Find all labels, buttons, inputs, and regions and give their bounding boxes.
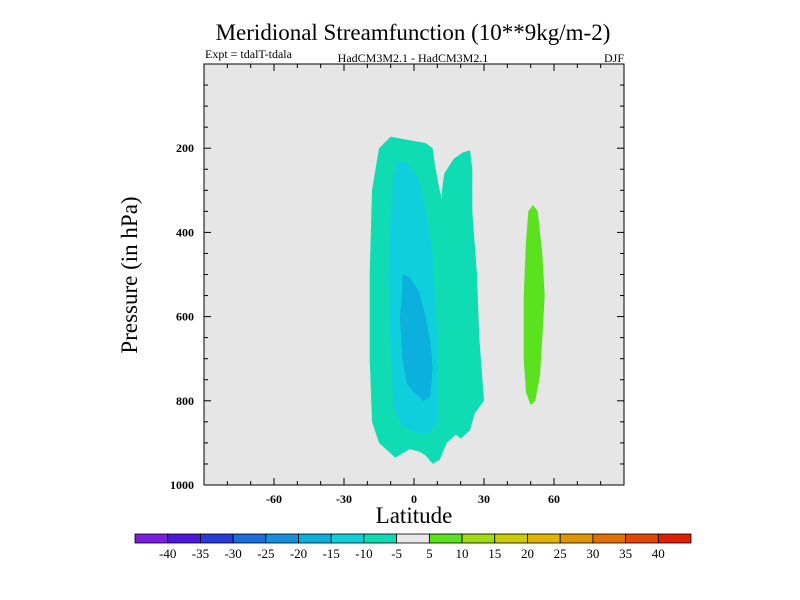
y-axis-label: Pressure (in hPa) [117,196,142,353]
colorbar-label: 5 [426,546,433,561]
x-tick-label: -60 [266,492,282,506]
contour-region-2 [400,274,433,401]
colorbar-label: -5 [391,546,402,561]
colorbar-label: -40 [159,546,176,561]
colorbar-label: -20 [290,546,307,561]
colorbar-swatch [265,533,299,544]
colorbar-swatch [625,533,659,544]
colorbar-swatch [298,533,332,544]
colorbar-swatch [428,533,463,544]
colorbar-swatch [527,533,561,544]
colorbar-swatch [592,533,626,544]
x-tick-label: 30 [478,492,490,506]
colorbar-label: -10 [355,546,372,561]
colorbar-swatch [200,533,234,544]
colorbar-label: 35 [619,546,632,561]
y-tick-label: 400 [176,225,194,239]
model-label: HadCM3M2.1 - HadCM3M2.1 [338,51,489,65]
colorbar-label: 10 [456,546,469,561]
x-tick-label: 0 [411,492,417,506]
season-label: DJF [604,51,624,65]
colorbar-swatch [134,533,169,544]
colorbar-label: 30 [586,546,599,561]
colorbar: -40 -35 -30 -25 -20 -15 -10 -5 5 10 15 20 25 30 35 40 [134,533,692,561]
colorbar-label: 15 [488,546,501,561]
x-tick-label: -30 [336,492,352,506]
y-tick-label: 1000 [170,478,194,492]
colorbar-label: 20 [521,546,534,561]
y-tick-label: 600 [176,310,194,324]
colorbar-label: -35 [192,546,209,561]
y-tick-label: 200 [176,141,194,155]
experiment-label: Expt = tdalT-tdala [205,47,293,61]
x-tick-label: 60 [548,492,560,506]
colorbar-swatch [232,533,267,544]
colorbar-label: 25 [554,546,567,561]
contour-region-3 [523,205,545,405]
colorbar-swatch [330,533,365,544]
x-axis-label: Latitude [376,503,453,528]
plot-frame [203,63,625,486]
colorbar-swatch [657,533,692,544]
colorbar-label: -15 [323,546,340,561]
y-tick-label: 800 [176,394,194,408]
contour-layer [369,136,545,464]
colorbar-swatch [396,533,430,544]
axes: -60 -30 0 30 60 200 400 600 800 1000 [170,64,625,506]
chart-title: Meridional Streamfunction (10**9kg/m-2) [216,20,611,45]
colorbar-swatch [167,533,201,544]
colorbar-label: 40 [652,546,665,561]
colorbar-label: -30 [224,546,241,561]
colorbar-swatch [363,533,398,544]
colorbar-swatch [494,533,528,544]
colorbar-swatch [559,533,594,544]
colorbar-swatch [461,533,496,544]
colorbar-label: -25 [257,546,274,561]
